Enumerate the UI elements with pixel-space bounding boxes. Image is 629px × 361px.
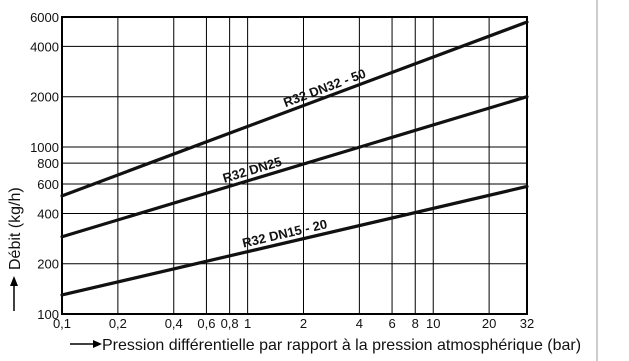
x-tick-label: 0,1 <box>53 316 71 331</box>
x-tick-labels: 0,1 0,2 0,4 0,6 0,8 1 2 4 6 8 10 20 32 <box>53 316 534 331</box>
axis-labels: Pression différentielle par rapport à la… <box>7 187 581 354</box>
y-tick-label: 200 <box>37 257 59 272</box>
y-tick-label: 6000 <box>30 10 59 25</box>
y-tick-label: 100 <box>37 307 59 322</box>
x-tick-label: 1 <box>244 316 251 331</box>
x-tick-label: 0,4 <box>165 316 183 331</box>
series-label: R32 DN15 - 20 <box>241 216 329 250</box>
x-tick-label: 32 <box>520 316 534 331</box>
x-tick-label: 0,6 <box>197 316 215 331</box>
plot-frame <box>61 16 528 315</box>
series-line <box>60 20 529 198</box>
y-tick-label: 600 <box>37 177 59 192</box>
y-tick-label: 800 <box>37 156 59 171</box>
x-tick-label: 10 <box>426 316 440 331</box>
y-tick-label: 4000 <box>30 39 59 54</box>
y-tick-label: 1000 <box>30 140 59 155</box>
x-tick-label: 20 <box>482 316 496 331</box>
series-line <box>60 184 529 297</box>
y-axis-arrow-head <box>10 276 18 286</box>
series-line <box>60 95 529 239</box>
y-tick-label: 400 <box>37 206 59 221</box>
x-tick-label: 8 <box>412 316 419 331</box>
x-tick-label: 6 <box>388 316 395 331</box>
x-axis-label: Pression différentielle par rapport à la… <box>102 337 581 354</box>
series-lines <box>60 20 529 297</box>
x-tick-label: 0,2 <box>109 316 127 331</box>
x-axis-arrow-head <box>93 340 102 348</box>
x-tick-label: 4 <box>356 316 363 331</box>
y-axis-label: Débit (kg/h) <box>7 187 24 270</box>
y-tick-label: 2000 <box>30 90 59 105</box>
x-tick-label: 0,8 <box>221 316 239 331</box>
x-tick-label: 2 <box>300 316 307 331</box>
